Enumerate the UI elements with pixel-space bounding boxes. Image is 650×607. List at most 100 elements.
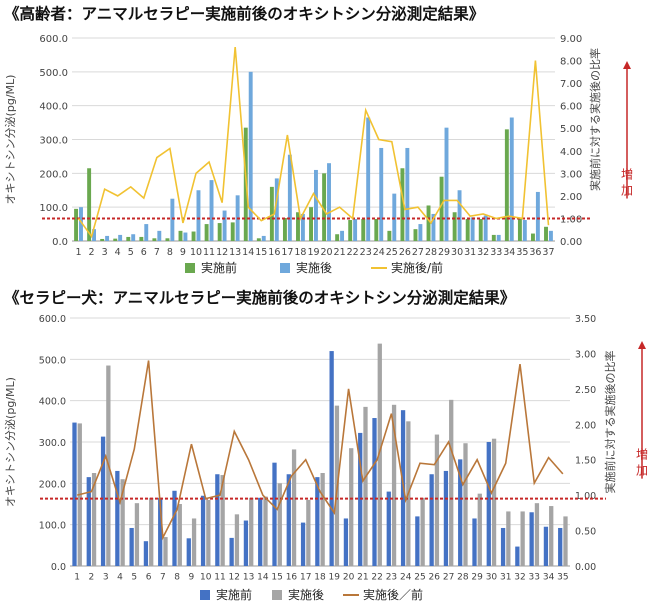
chart2-xtick-label: 16: [286, 573, 298, 583]
chart1-y2tick-label: 5.00: [560, 124, 582, 135]
chart1-bar-after: [431, 213, 436, 241]
chart2-xtick-label: 33: [529, 573, 540, 583]
chart1-xtick-label: 23: [360, 247, 372, 258]
chart2-legend-label: 実施後／前: [363, 587, 423, 602]
chart1-y2tick-label: 3.00: [560, 169, 582, 180]
chart2-bar-before: [186, 538, 191, 566]
chart2-bar-after: [177, 504, 182, 566]
chart1-bar-before: [100, 238, 105, 241]
chart2-y2tick-label: 0.50: [575, 527, 596, 538]
chart1-bar-before: [152, 238, 157, 241]
chart1-ytick-label: 200.0: [39, 169, 68, 180]
chart1-xtick-label: 31: [464, 247, 476, 258]
chart2-ytick-label: 400.0: [39, 397, 66, 408]
chart1-bar-after: [196, 190, 201, 241]
chart2-xtick-label: 10: [200, 573, 212, 583]
chart1-bar-after: [353, 219, 358, 241]
chart2-bar-after: [291, 449, 297, 566]
chart2-y2tick-label: 3.00: [575, 349, 596, 360]
chart1-ylabel: オキシトシン分泌(pg/ML): [4, 75, 17, 205]
chart2-bar-after: [491, 438, 497, 566]
chart1-xtick-label: 2: [89, 247, 95, 258]
chart2-bar-before: [86, 477, 91, 566]
chart2-ytick-label: 500.0: [39, 355, 66, 366]
chart1-xtick-label: 25: [386, 247, 398, 258]
chart2-xtick-label: 3: [103, 573, 109, 583]
chart1-bar-before: [361, 219, 366, 241]
chart2-legend-swatch: [272, 590, 282, 600]
chart1-bar-after: [496, 234, 501, 241]
chart2-xtick-label: 1: [74, 573, 80, 583]
chart1-bar-after: [392, 193, 397, 241]
chart1-bar-after: [183, 232, 188, 241]
chart1-bar-before: [256, 238, 261, 241]
chart1-xtick-label: 7: [154, 247, 160, 258]
chart1-y2tick-label: 9.00: [560, 34, 582, 45]
chart2-bar-after: [363, 406, 368, 566]
chart1-bar-before: [113, 238, 118, 241]
chart2-xtick-label: 18: [314, 573, 326, 583]
chart2-xtick-label: 14: [257, 573, 269, 583]
chart2-xtick-label: 8: [174, 573, 180, 583]
chart2-xtick-label: 32: [514, 573, 525, 583]
chart1-bar-after: [457, 190, 462, 241]
chart2-xtick-label: 7: [160, 573, 166, 583]
chart2-xtick-label: 12: [229, 573, 240, 583]
chart2-bar-before: [386, 491, 391, 566]
chart2-y2tick-label: 3.50: [575, 314, 596, 325]
chart2-xtick-label: 13: [243, 573, 254, 583]
chart2-bar-before: [315, 477, 320, 566]
chart2-xtick-label: 27: [443, 573, 454, 583]
chart1-xtick-label: 35: [516, 247, 528, 258]
chart1-xtick-label: 10: [190, 247, 202, 258]
chart2-bar-before: [100, 436, 106, 566]
chart1-xtick-label: 20: [321, 247, 333, 258]
chart2-y2tick-label: 2.50: [575, 385, 596, 396]
chart1-bar-after: [470, 217, 475, 241]
chart1-bar-before: [269, 186, 274, 241]
chart1-ytick-label: 0.0: [52, 237, 68, 248]
chart2-bar-before: [215, 474, 220, 566]
chart1-bar-before: [204, 224, 209, 241]
chart1-bar-after: [92, 229, 96, 241]
chart2-bar-after: [134, 503, 140, 566]
chart1-bar-before: [309, 207, 313, 241]
chart2-ytick-label: 200.0: [39, 479, 66, 490]
chart1-bar-after: [379, 147, 384, 241]
chart1-y2tick-label: 2.00: [560, 192, 582, 203]
chart1-bar-after: [261, 235, 266, 241]
chart1-legend-label: 実施後: [296, 260, 332, 275]
chart2-xtick-label: 4: [117, 573, 123, 583]
chart1-ytick-label: 300.0: [39, 136, 68, 147]
chart2-bar-after: [277, 483, 282, 566]
chart1-y2tick-label: 0.00: [560, 237, 582, 248]
chart1-bar-before: [335, 234, 340, 241]
chart1-bar-before: [191, 231, 196, 241]
chart1-xtick-label: 29: [438, 247, 450, 258]
chart2-xtick-label: 5: [131, 573, 137, 583]
chart2-bar-after: [506, 511, 511, 566]
chart2-bar-after: [463, 443, 468, 566]
chart2-ylabel: オキシトシン分泌(pg/ML): [4, 377, 17, 507]
chart1-y2tick-label: 7.00: [560, 79, 582, 90]
chart1-bar-before: [387, 230, 392, 241]
chart1-xtick-label: 30: [451, 247, 463, 258]
chart1-bar-before: [230, 222, 235, 241]
chart2-bar-after: [549, 506, 554, 566]
chart2-xtick-label: 25: [414, 573, 425, 583]
chart1-xtick-label: 4: [115, 247, 121, 258]
chart2-bar-before: [458, 459, 463, 566]
chart1-bar-after: [548, 230, 553, 241]
chart2-bar-before: [443, 470, 449, 566]
chart2-bar-after: [520, 511, 525, 566]
chart2-bar-before: [529, 512, 534, 566]
chart2-bar-before: [158, 497, 163, 566]
chart1-xtick-label: 24: [373, 247, 385, 258]
chart1-bar-before: [296, 212, 300, 241]
chart2-xtick-label: 28: [457, 573, 469, 583]
chart1-xtick-label: 11: [203, 247, 215, 258]
chart1-xtick-label: 37: [542, 247, 554, 258]
chart2-ytick-label: 300.0: [39, 438, 66, 449]
chart1-xtick-label: 22: [347, 247, 359, 258]
